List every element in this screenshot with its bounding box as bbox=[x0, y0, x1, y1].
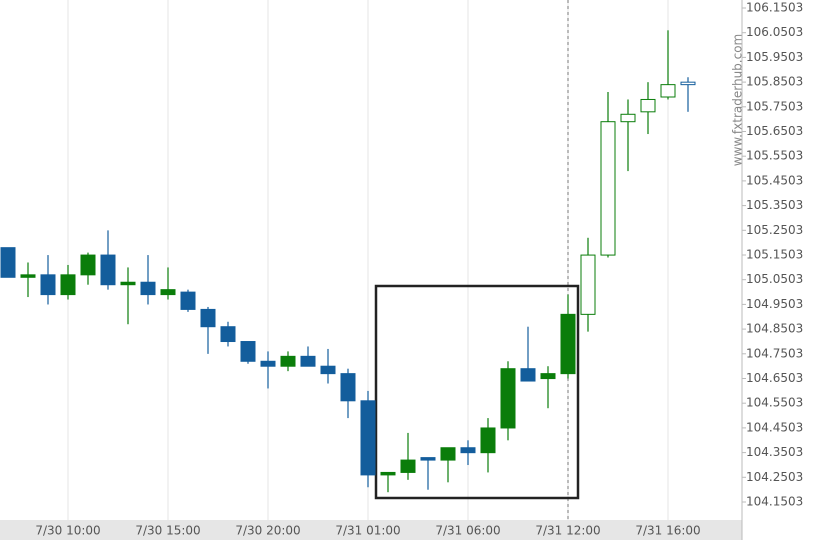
y-tick-label: 105.1503 bbox=[746, 247, 803, 261]
candle-body bbox=[440, 447, 456, 461]
candle-body bbox=[420, 457, 436, 461]
candle-body bbox=[20, 274, 36, 278]
y-tick-label: 105.2503 bbox=[746, 223, 803, 237]
y-tick-label: 105.6503 bbox=[746, 124, 803, 138]
y-tick-label: 105.4503 bbox=[746, 173, 803, 187]
y-tick-label: 104.1503 bbox=[746, 494, 803, 508]
y-tick-label: 106.1503 bbox=[746, 1, 803, 15]
candle-body bbox=[540, 373, 556, 380]
y-tick-label: 104.7503 bbox=[746, 346, 803, 360]
watermark: www.fxtraderhub.com bbox=[731, 34, 745, 166]
x-axis-band bbox=[0, 520, 742, 540]
candle-body bbox=[120, 281, 136, 286]
candle-body bbox=[600, 121, 616, 256]
candle-body bbox=[40, 274, 56, 296]
x-tick-label: 7/31 12:00 bbox=[535, 524, 600, 538]
candle-body bbox=[60, 274, 76, 296]
y-tick-label: 105.5503 bbox=[746, 149, 803, 163]
candle-body bbox=[300, 355, 316, 367]
y-tick-label: 106.0503 bbox=[746, 25, 803, 39]
y-tick-label: 105.3503 bbox=[746, 198, 803, 212]
candle-body bbox=[240, 341, 256, 362]
candle-body bbox=[160, 289, 176, 296]
highlight-box bbox=[374, 284, 580, 500]
candle-body bbox=[80, 254, 96, 276]
candle-body bbox=[560, 313, 576, 375]
candle-body bbox=[0, 247, 16, 278]
candle-body bbox=[180, 291, 196, 310]
candle-body bbox=[580, 254, 596, 315]
candle-body bbox=[360, 400, 376, 476]
candle-body bbox=[500, 368, 516, 429]
candle-body bbox=[680, 81, 696, 86]
y-tick-label: 104.4503 bbox=[746, 420, 803, 434]
candle-body bbox=[480, 427, 496, 454]
candle-body bbox=[380, 471, 396, 476]
x-tick-label: 7/31 01:00 bbox=[335, 524, 400, 538]
x-tick-label: 7/31 06:00 bbox=[435, 524, 500, 538]
y-tick-label: 104.6503 bbox=[746, 371, 803, 385]
y-tick-label: 104.3503 bbox=[746, 445, 803, 459]
candle-body bbox=[280, 355, 296, 367]
y-tick-label: 104.5503 bbox=[746, 396, 803, 410]
x-tick-label: 7/31 16:00 bbox=[635, 524, 700, 538]
x-tick-label: 7/30 20:00 bbox=[235, 524, 300, 538]
y-tick-label: 105.8503 bbox=[746, 75, 803, 89]
candle-body bbox=[520, 368, 536, 382]
candle-body bbox=[100, 254, 116, 286]
candle-body bbox=[620, 113, 636, 123]
candle-body bbox=[200, 308, 216, 328]
candle-body bbox=[260, 360, 276, 367]
y-tick-label: 104.8503 bbox=[746, 322, 803, 336]
candle-body bbox=[320, 365, 336, 375]
x-tick-label: 7/30 10:00 bbox=[35, 524, 100, 538]
candle-body bbox=[660, 84, 676, 98]
x-tick-label: 7/30 15:00 bbox=[135, 524, 200, 538]
candle-body bbox=[640, 98, 656, 113]
candle-body bbox=[140, 281, 156, 296]
y-tick-label: 105.0503 bbox=[746, 272, 803, 286]
y-tick-label: 104.9503 bbox=[746, 297, 803, 311]
candle-body bbox=[400, 459, 416, 473]
candle-body bbox=[340, 373, 356, 402]
y-tick-label: 104.2503 bbox=[746, 470, 803, 484]
candle-body bbox=[220, 326, 236, 343]
candle-body bbox=[460, 447, 476, 454]
y-tick-label: 105.9503 bbox=[746, 50, 803, 64]
y-tick-label: 105.7503 bbox=[746, 99, 803, 113]
